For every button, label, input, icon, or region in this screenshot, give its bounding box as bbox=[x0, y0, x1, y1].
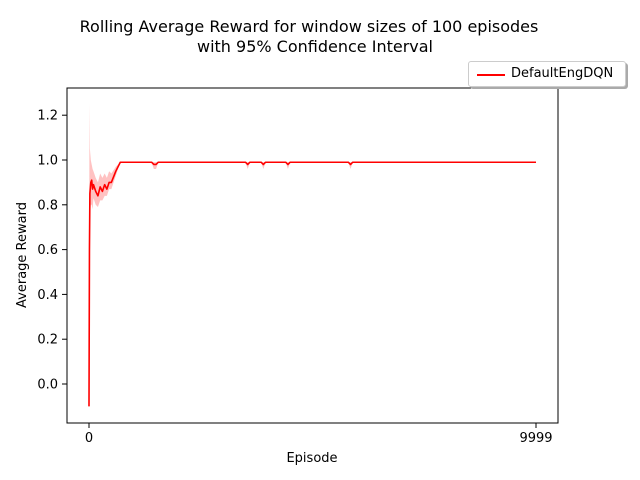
y-tick-label: 1.0 bbox=[37, 154, 58, 169]
x-tick-label: 9999 bbox=[519, 431, 552, 446]
chart-subtitle: with 95% Confidence Interval bbox=[197, 37, 433, 56]
y-axis: 0.0 0.2 0.4 0.6 0.8 1.0 1.2 bbox=[37, 109, 67, 393]
y-tick-label: 0.0 bbox=[37, 378, 58, 393]
y-axis-label: Average Reward bbox=[15, 202, 30, 308]
y-tick-label: 0.2 bbox=[37, 333, 58, 348]
x-tick-label: 0 bbox=[85, 431, 93, 446]
y-tick-label: 0.8 bbox=[37, 198, 58, 213]
y-tick-label: 1.2 bbox=[37, 109, 58, 124]
plot-frame bbox=[66, 87, 559, 424]
x-axis-label: Episode bbox=[286, 451, 337, 466]
y-tick-label: 0.6 bbox=[37, 243, 58, 258]
legend-label: DefaultEngDQN bbox=[511, 66, 614, 81]
legend-line-swatch bbox=[477, 74, 505, 76]
y-tick-label: 0.4 bbox=[37, 288, 58, 303]
series-line-DefaultEngDQN bbox=[88, 161, 536, 407]
chart-title: Rolling Average Reward for window sizes … bbox=[80, 17, 539, 36]
legend: DefaultEngDQN bbox=[468, 61, 626, 87]
plot-area bbox=[88, 104, 536, 407]
x-axis: 0 9999 bbox=[85, 423, 553, 446]
confidence-band bbox=[89, 104, 536, 407]
